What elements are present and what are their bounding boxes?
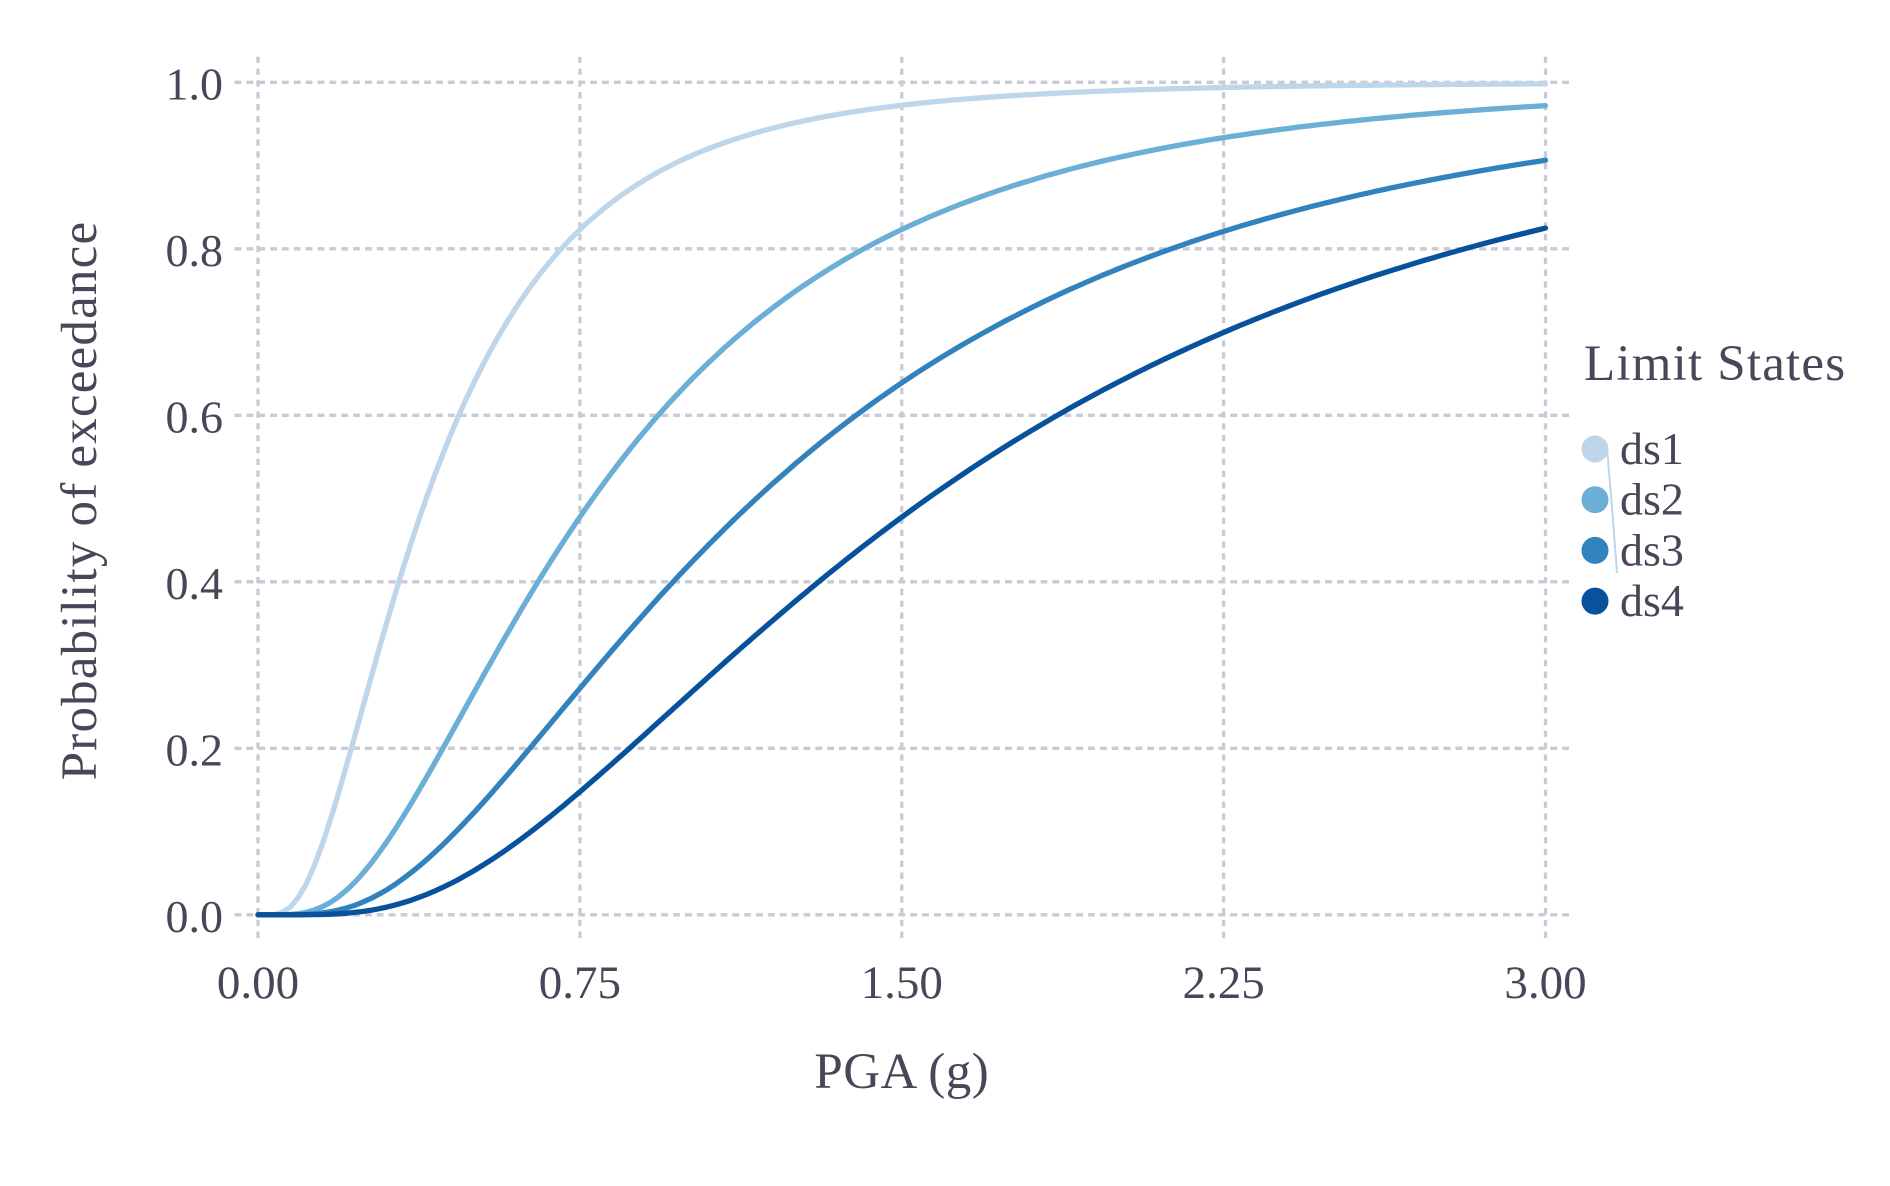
svg-text:3.00: 3.00 xyxy=(1504,957,1586,1009)
svg-text:0.6: 0.6 xyxy=(166,391,224,442)
svg-text:ds4: ds4 xyxy=(1620,575,1684,626)
svg-text:2.25: 2.25 xyxy=(1182,957,1264,1009)
svg-text:0.75: 0.75 xyxy=(539,957,621,1009)
svg-text:0.8: 0.8 xyxy=(166,225,224,276)
svg-text:0.2: 0.2 xyxy=(166,724,224,775)
svg-text:1.50: 1.50 xyxy=(861,957,943,1009)
svg-text:0.0: 0.0 xyxy=(166,891,224,942)
svg-text:Limit States: Limit States xyxy=(1584,336,1846,392)
svg-text:1.0: 1.0 xyxy=(166,58,224,109)
svg-text:ds3: ds3 xyxy=(1620,524,1684,575)
svg-text:ds1: ds1 xyxy=(1620,423,1684,474)
svg-text:ds2: ds2 xyxy=(1620,474,1684,525)
svg-text:PGA (g): PGA (g) xyxy=(814,1044,989,1100)
svg-text:0.4: 0.4 xyxy=(166,558,224,609)
svg-text:0.00: 0.00 xyxy=(217,957,299,1009)
svg-text:Probability of exceedance: Probability of exceedance xyxy=(52,221,108,781)
